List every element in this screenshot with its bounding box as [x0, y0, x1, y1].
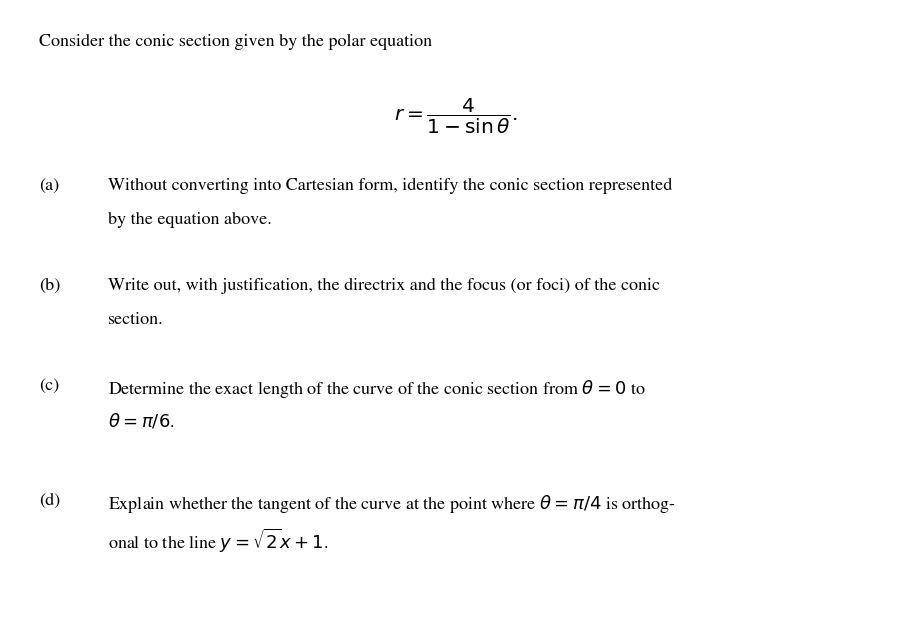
Text: (c): (c) — [39, 378, 59, 394]
Text: Without converting into Cartesian form, identify the conic section represented: Without converting into Cartesian form, … — [107, 178, 671, 194]
Text: (d): (d) — [39, 493, 60, 509]
Text: by the equation above.: by the equation above. — [107, 212, 271, 228]
Text: Explain whether the tangent of the curve at the point where $\theta = \pi/4$ is : Explain whether the tangent of the curve… — [107, 493, 675, 515]
Text: onal to the line $y = \sqrt{2}x+1$.: onal to the line $y = \sqrt{2}x+1$. — [107, 527, 328, 555]
Text: $\theta = \pi/6$.: $\theta = \pi/6$. — [107, 412, 174, 431]
Text: Write out, with justification, the directrix and the focus (or foci) of the coni: Write out, with justification, the direc… — [107, 278, 659, 294]
Text: (b): (b) — [39, 278, 60, 294]
Text: Determine the exact length of the curve of the conic section from $\theta = 0$ t: Determine the exact length of the curve … — [107, 378, 645, 399]
Text: Consider the conic section given by the polar equation: Consider the conic section given by the … — [39, 34, 432, 51]
Text: section.: section. — [107, 312, 163, 328]
Text: (a): (a) — [39, 178, 59, 194]
Text: $r = \dfrac{4}{1-\sin\theta}.$: $r = \dfrac{4}{1-\sin\theta}.$ — [394, 97, 517, 136]
